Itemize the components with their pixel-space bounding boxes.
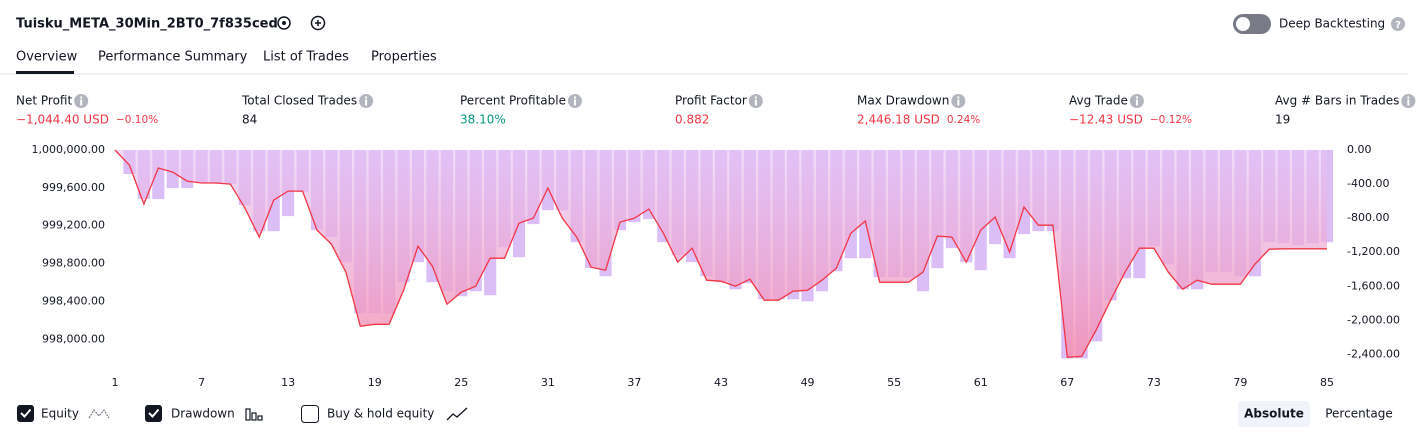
buy-hold-label: Buy & hold equity (327, 407, 434, 421)
drawdown-checkbox[interactable] (145, 405, 162, 422)
x-tick-label: 85 (1320, 376, 1334, 389)
x-tick-label: 79 (1233, 376, 1247, 389)
active-tab-underline (16, 71, 74, 74)
stat-value: 2,446.18 USD (857, 113, 940, 127)
stat-value: 38.10% (460, 113, 506, 127)
strategy-title: Tuisku_META_30Min_2BT0_7f835ced (16, 17, 278, 32)
stat-label: Max Drawdown (857, 94, 949, 108)
x-tick-label: 19 (368, 376, 382, 389)
info-icon-dot (1407, 96, 1410, 99)
absolute-label: Absolute (1244, 407, 1304, 421)
stat-label: Avg Trade (1069, 94, 1128, 108)
y-tick-label: 999,600.00 (42, 181, 105, 194)
svg-text:?: ? (1395, 20, 1401, 31)
stat-label: Total Closed Trades (241, 94, 357, 108)
x-tick-label: 67 (1060, 376, 1074, 389)
stat-extra: −0.12% (1150, 114, 1192, 126)
tab[interactable]: List of Trades (263, 50, 349, 65)
info-icon[interactable] (748, 94, 763, 108)
equity-chart: 1,000,000.00 999,600.00 999,200.00 998,800.… (32, 143, 1400, 389)
info-icon[interactable] (951, 94, 966, 108)
y2-tick-label: -1,600.00 (1347, 279, 1400, 292)
settings-icon[interactable] (277, 16, 291, 30)
stat-value: −1,044.40 USD (16, 113, 109, 127)
buy-hold-checkbox[interactable] (301, 405, 319, 423)
equity-area (115, 150, 1327, 358)
buy-hold-legend-icon (446, 407, 468, 421)
tab[interactable]: Overview (16, 50, 78, 65)
equity-checkbox[interactable] (17, 405, 34, 422)
deep-backtesting-label: Deep Backtesting (1279, 17, 1385, 31)
info-icon-dot (1135, 96, 1138, 99)
tab[interactable]: Properties (371, 50, 437, 65)
y-tick-label: 998,400.00 (42, 294, 105, 307)
y-tick-label: 999,200.00 (42, 219, 105, 232)
stat-extra: 0.24% (947, 114, 980, 126)
info-icon[interactable] (1129, 94, 1144, 108)
stat-value: −12.43 USD (1069, 113, 1143, 127)
stat-value: 0.882 (675, 113, 709, 127)
drawdown-legend-icon (245, 408, 263, 421)
info-icon[interactable] (1401, 94, 1416, 108)
stat-label: Percent Profitable (460, 94, 566, 108)
y2-tick-label: -400.00 (1347, 177, 1389, 190)
y2-tick-label: -2,000.00 (1347, 313, 1400, 326)
info-icon-stem (365, 99, 368, 106)
info-icon-stem (80, 99, 83, 106)
x-tick-label: 49 (801, 376, 815, 389)
stat-label: Profit Factor (675, 94, 747, 108)
x-tick-label: 25 (454, 376, 468, 389)
x-tick-label: 43 (714, 376, 728, 389)
info-icon[interactable] (359, 94, 374, 108)
info-icon[interactable] (567, 94, 582, 108)
y2-tick-label: -1,200.00 (1347, 245, 1400, 258)
info-icon-stem (573, 99, 576, 106)
legend-label: Drawdown (171, 407, 235, 421)
info-icon-dot (80, 96, 83, 99)
legend-label: Equity (41, 407, 79, 421)
equity-legend-icon (88, 408, 110, 419)
absolute-button[interactable] (1238, 401, 1310, 427)
info-icon[interactable] (74, 94, 89, 108)
info-icon-dot (365, 96, 368, 99)
info-icon-stem (754, 99, 757, 106)
stat-label: Net Profit (16, 94, 72, 108)
y2-tick-label: -800.00 (1347, 211, 1389, 224)
tab[interactable]: Performance Summary (98, 50, 248, 65)
deep-backtesting-toggle[interactable] (1233, 14, 1271, 34)
info-icon-stem (1135, 99, 1138, 106)
add-alert-icon[interactable] (310, 15, 326, 31)
info-icon-stem (1407, 99, 1410, 106)
y2-tick-label: -2,400.00 (1347, 347, 1400, 360)
x-tick-label: 1 (112, 376, 119, 389)
y-tick-label: 1,000,000.00 (32, 143, 105, 156)
equity-line (114, 149, 1327, 358)
info-icon-dot (573, 96, 576, 99)
stat-value: 19 (1275, 113, 1290, 127)
info-icon-dot (957, 96, 960, 99)
y2-tick-label: 0.00 (1347, 143, 1372, 156)
y-tick-label: 998,800.00 (42, 257, 105, 270)
info-icon-stem (957, 99, 960, 106)
x-tick-label: 73 (1147, 376, 1161, 389)
percentage-button[interactable]: Percentage (1325, 407, 1393, 421)
x-tick-label: 7 (198, 376, 205, 389)
y-tick-label: 998,000.00 (42, 332, 105, 345)
x-tick-label: 61 (974, 376, 988, 389)
stat-label: Avg # Bars in Trades (1275, 94, 1399, 108)
stat-extra: −0.10% (116, 114, 158, 126)
stat-value: 84 (242, 113, 257, 127)
x-tick-label: 37 (627, 376, 641, 389)
x-tick-label: 13 (281, 376, 295, 389)
x-tick-label: 55 (887, 376, 901, 389)
help-icon[interactable]: ? (1391, 17, 1405, 31)
info-icon-dot (754, 96, 757, 99)
x-tick-label: 31 (541, 376, 555, 389)
